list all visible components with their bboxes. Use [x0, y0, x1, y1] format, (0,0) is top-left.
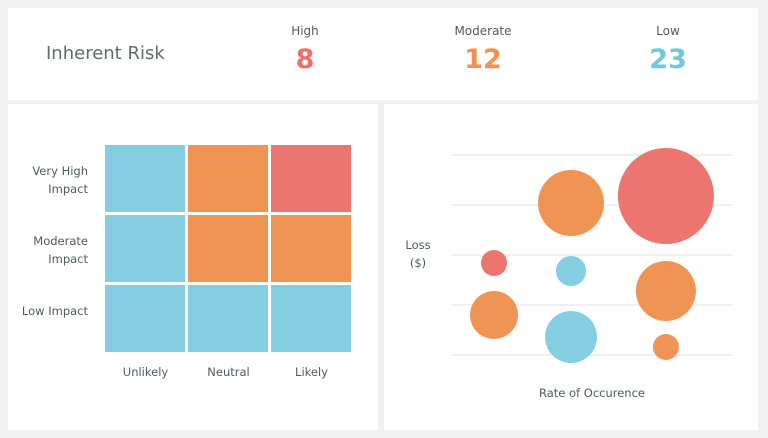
risk-cell	[188, 145, 268, 212]
bubble	[538, 170, 604, 236]
bubble	[652, 334, 679, 360]
risk-cell	[271, 215, 351, 282]
bubble	[481, 250, 507, 276]
stat-value: 23	[649, 44, 687, 75]
risk-cell	[271, 285, 351, 352]
risk-cell	[105, 145, 185, 212]
y-axis-label: Loss ($)	[405, 238, 431, 270]
bubble	[470, 291, 518, 339]
stat-label: Low	[656, 24, 680, 38]
column-label: Unlikely	[122, 365, 169, 379]
risk-cell	[188, 215, 268, 282]
risk-cell	[188, 285, 268, 352]
bubble	[556, 256, 586, 286]
stat-value: 12	[464, 44, 502, 75]
row-label: Very High Impact	[32, 164, 88, 196]
bubble	[635, 261, 696, 321]
x-axis-label: Rate of Occurence	[539, 386, 645, 400]
row-label: Moderate Impact	[33, 234, 88, 266]
stat-label: Moderate	[454, 24, 512, 38]
summary-panel	[8, 8, 758, 100]
column-label: Neutral	[207, 365, 250, 379]
risk-cell	[105, 215, 185, 282]
risk-cell	[105, 285, 185, 352]
stat-label: High	[291, 24, 319, 38]
row-label: Low Impact	[21, 304, 88, 318]
column-label: Likely	[295, 365, 328, 379]
risk-cell	[271, 145, 351, 212]
page-title: Inherent Risk	[46, 43, 165, 64]
bubble	[545, 311, 597, 363]
stat-value: 8	[295, 44, 315, 75]
bubble	[617, 148, 714, 244]
